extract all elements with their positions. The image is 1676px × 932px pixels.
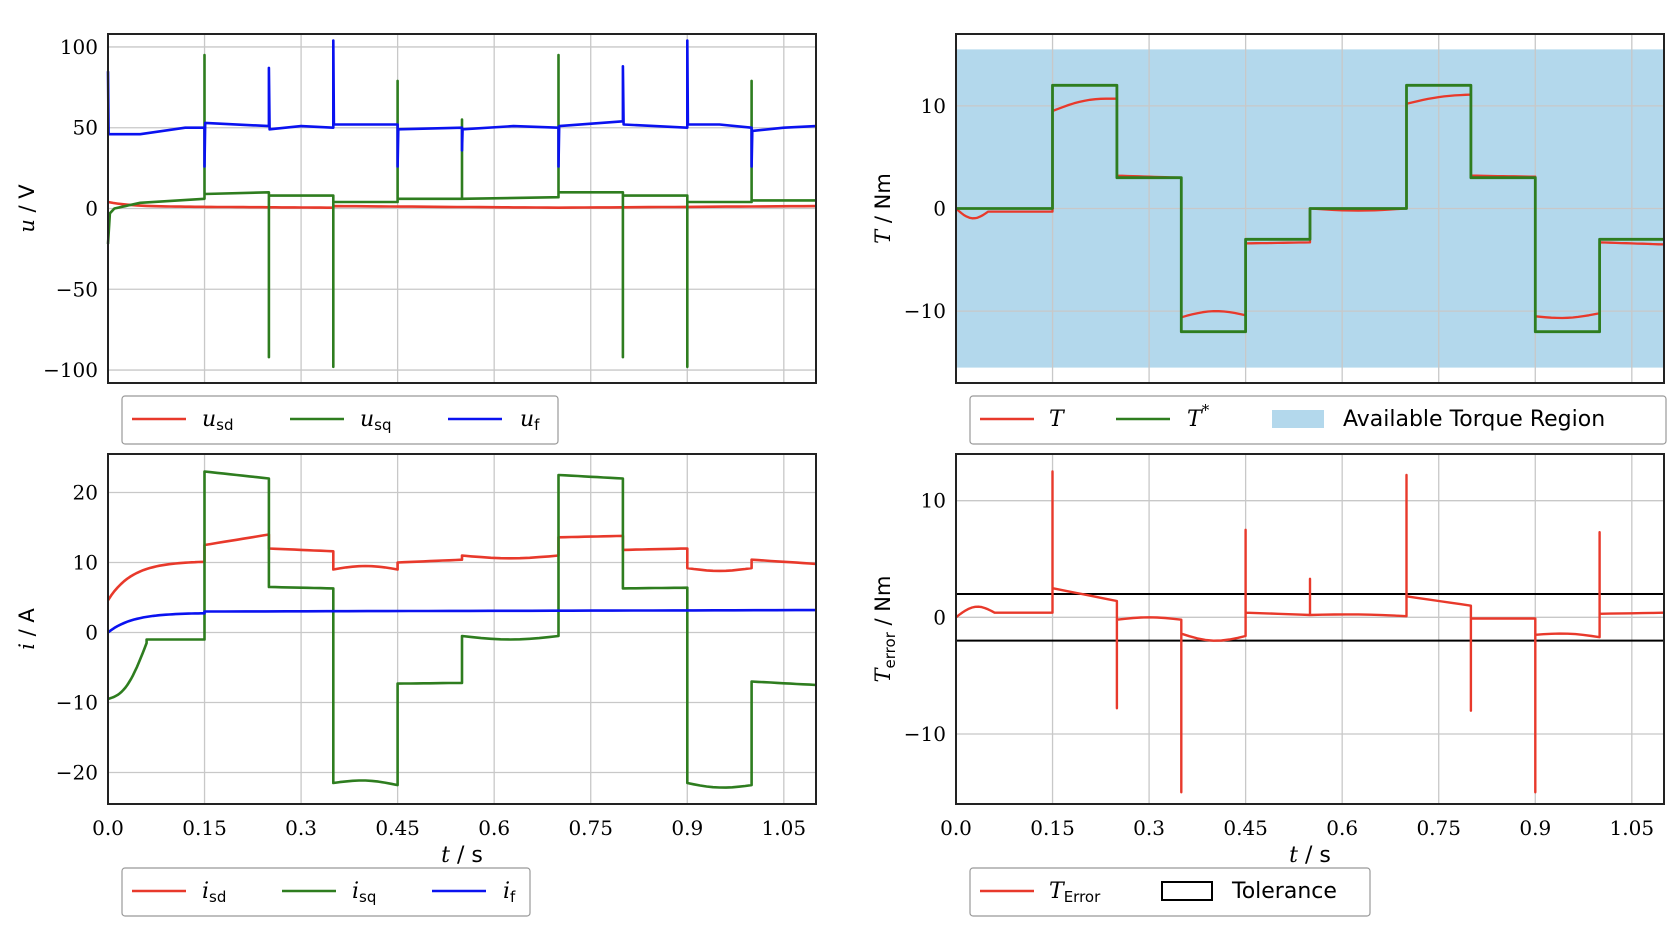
error-plot-frame <box>955 453 1665 805</box>
error-legend: TError Tolerance <box>969 867 1371 917</box>
tref-line <box>956 83 1664 334</box>
legend-usd-label: usd <box>202 407 234 434</box>
voltage-y-label: u / V <box>15 184 39 233</box>
voltage-grid <box>107 34 816 383</box>
voltage-plot-frame <box>107 33 817 384</box>
y-tick-label: 0 <box>85 621 98 645</box>
x-tick-label: 0.15 <box>1030 816 1075 840</box>
voltage-series <box>106 39 817 369</box>
y-tick-label: −20 <box>56 761 98 785</box>
isd-line <box>106 533 817 602</box>
current-x-ticks: 0.0 0.15 0.3 0.45 0.6 0.75 0.9 1.05 <box>92 816 806 840</box>
error-grid <box>955 454 1664 804</box>
y-tick-label: 10 <box>73 551 98 575</box>
t-line <box>955 93 1665 320</box>
error-y-label: Terror / Nm <box>871 576 899 683</box>
current-series <box>106 470 817 789</box>
legend-region-label: Available Torque Region <box>1343 407 1605 432</box>
current-y-ticks: 20 10 0 −10 −20 <box>56 481 98 785</box>
legend-isq-label: isq <box>352 879 376 906</box>
legend-region-swatch <box>1272 410 1324 428</box>
current-grid <box>107 454 816 804</box>
x-tick-label: 0.3 <box>285 816 317 840</box>
x-tick-label: 0.6 <box>478 816 510 840</box>
current-y-label: i / A <box>15 608 39 650</box>
voltage-panel: 100 50 0 −50 −100 u / V usd usq uf <box>15 33 817 445</box>
voltage-legend: usd usq uf <box>121 395 559 445</box>
x-tick-label: 1.05 <box>1610 816 1655 840</box>
legend-uf-label: uf <box>520 407 540 434</box>
y-tick-label: 10 <box>921 489 946 513</box>
legend-terror-label: TError <box>1049 879 1101 906</box>
y-tick-label: 10 <box>921 94 946 118</box>
y-tick-label: −50 <box>56 277 98 301</box>
x-tick-label: 0.9 <box>671 816 703 840</box>
torque-y-label: T / Nm <box>871 173 895 244</box>
legend-tolerance-swatch <box>1161 881 1213 901</box>
voltage-y-ticks: 100 50 0 −50 −100 <box>43 35 98 382</box>
x-tick-label: 0.0 <box>92 816 124 840</box>
torque-panel: 10 0 −10 T / Nm T T* Available Torque Regi… <box>871 33 1667 445</box>
x-tick-label: 0.75 <box>568 816 613 840</box>
legend-tolerance-label: Tolerance <box>1231 879 1337 904</box>
current-panel: 20 10 0 −10 −20 0.0 0.15 0.3 0.45 0.6 0.75 0.9 1.05… <box>15 453 817 917</box>
error-y-ticks: 10 0 −10 <box>904 489 946 746</box>
y-tick-label: −10 <box>904 299 946 323</box>
current-plot-frame <box>107 453 817 805</box>
x-tick-label: 1.05 <box>762 816 807 840</box>
x-tick-label: 0.3 <box>1133 816 1165 840</box>
y-tick-label: −100 <box>43 358 98 382</box>
isq-line <box>107 470 817 789</box>
y-tick-label: 0 <box>933 197 946 221</box>
x-tick-label: 0.0 <box>940 816 972 840</box>
x-tick-label: 0.9 <box>1519 816 1551 840</box>
current-legend: isd isq if <box>121 867 531 917</box>
terror-line <box>955 470 1665 794</box>
x-tick-label: 0.45 <box>375 816 420 840</box>
torque-series <box>955 83 1665 334</box>
x-tick-label: 0.75 <box>1416 816 1461 840</box>
uf-line <box>106 39 817 168</box>
torque-y-ticks: 10 0 −10 <box>904 94 946 323</box>
y-tick-label: 0 <box>85 197 98 221</box>
y-tick-label: 20 <box>73 481 98 505</box>
error-series <box>955 470 1665 794</box>
x-tick-label: 0.45 <box>1223 816 1268 840</box>
y-tick-label: −10 <box>904 722 946 746</box>
y-tick-label: 100 <box>60 35 98 59</box>
x-tick-label: 0.15 <box>182 816 227 840</box>
legend-if-label: if <box>503 879 516 906</box>
y-tick-label: 0 <box>933 605 946 629</box>
torque-legend: T T* Available Torque Region <box>969 395 1667 445</box>
y-tick-label: 50 <box>73 116 98 140</box>
error-panel: 10 0 −10 0.0 0.15 0.3 0.45 0.6 0.75 0.9 1.05 Terr… <box>871 453 1665 917</box>
y-tick-label: −10 <box>56 691 98 715</box>
error-x-label: t / s <box>1289 843 1331 868</box>
torque-plot-frame <box>955 33 1665 384</box>
error-x-ticks: 0.0 0.15 0.3 0.45 0.6 0.75 0.9 1.05 <box>940 816 1654 840</box>
x-tick-label: 0.6 <box>1326 816 1358 840</box>
error-legend-box <box>969 867 1371 917</box>
if-line <box>107 608 816 634</box>
legend-usq-label: usq <box>360 407 392 434</box>
current-x-label: t / s <box>441 843 483 868</box>
legend-isd-label: isd <box>202 879 226 906</box>
usq-line <box>106 53 816 369</box>
legend-t-label: T <box>1049 407 1066 432</box>
legend-tref-label: T* <box>1187 401 1210 432</box>
